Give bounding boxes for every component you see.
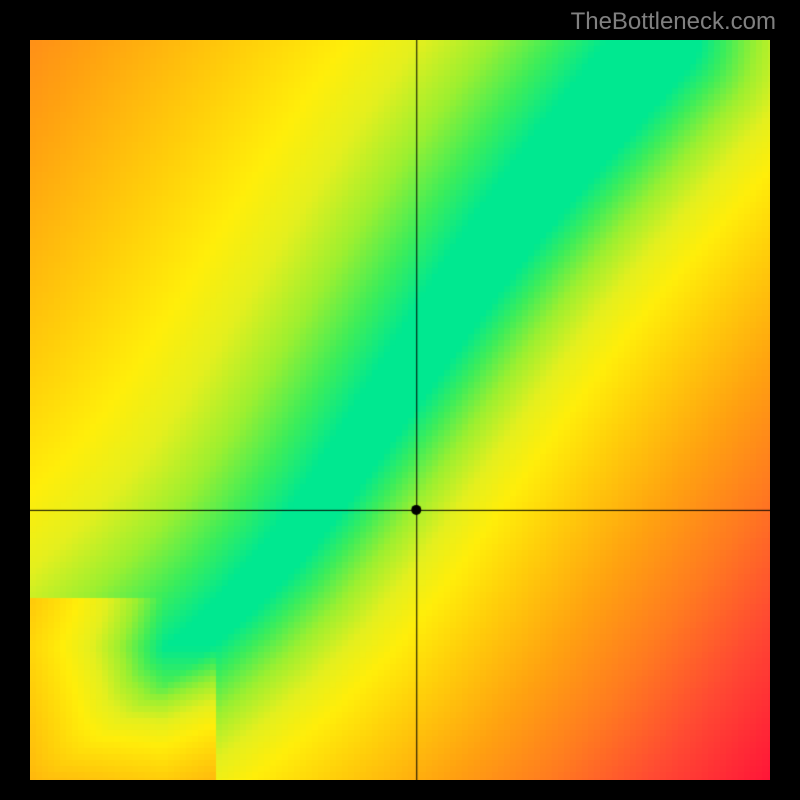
heatmap-canvas xyxy=(30,40,770,780)
heatmap-plot xyxy=(30,40,770,780)
watermark-text: TheBottleneck.com xyxy=(571,8,776,36)
chart-frame: TheBottleneck.com xyxy=(0,0,800,800)
